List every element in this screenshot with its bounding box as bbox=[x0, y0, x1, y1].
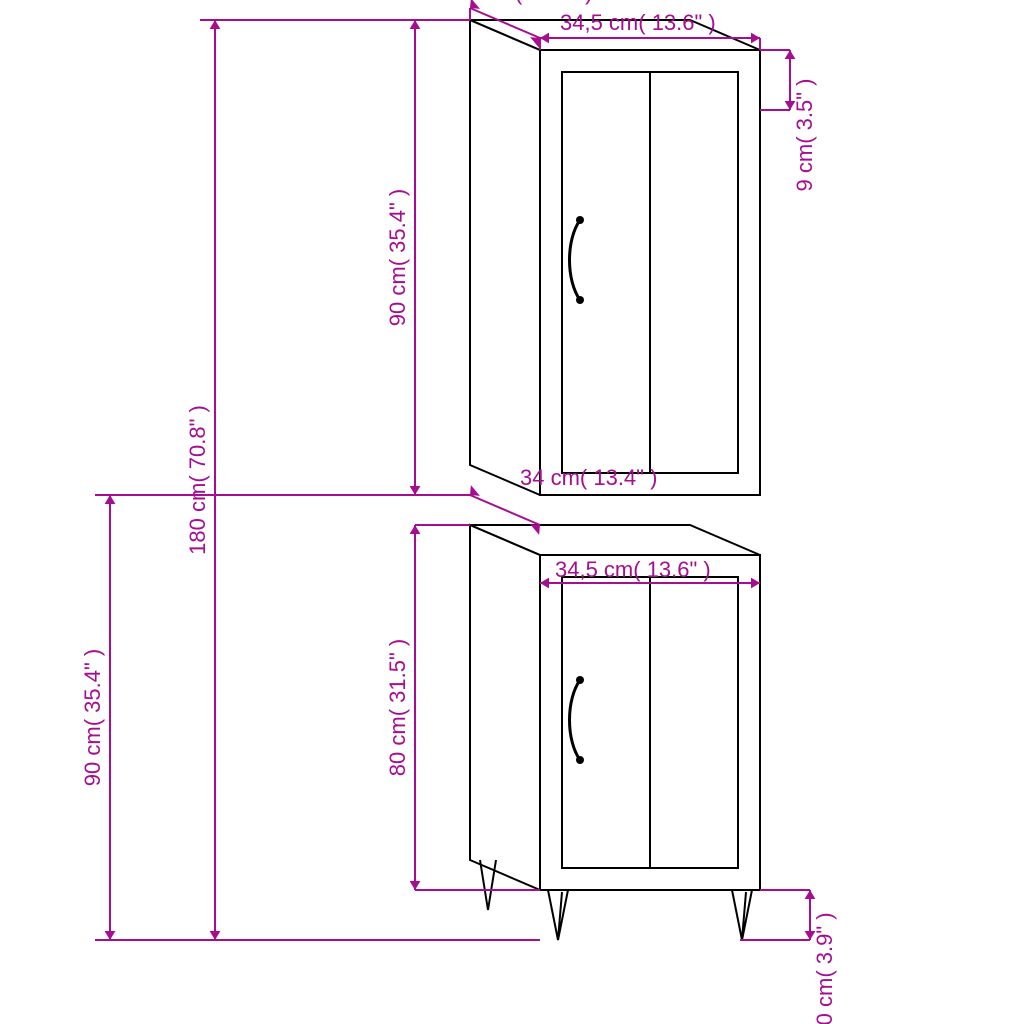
dim-top-rail: 9 cm( 3.5" ) bbox=[792, 79, 817, 192]
dim-top-width: 34,5 cm( 13.6" ) bbox=[560, 10, 716, 35]
dim-mid-depth: 34 cm( 13.4" ) bbox=[520, 465, 657, 490]
dim-leg-height: 10 cm( 3.9" ) bbox=[812, 912, 837, 1024]
dim-total-height: 180 cm( 70.8" ) bbox=[185, 405, 210, 555]
dim-top-depth: 34 cm( 13.4" ) bbox=[455, 0, 592, 5]
dim-mid-width: 34,5 cm( 13.6" ) bbox=[555, 557, 711, 582]
dimensioned-cabinet-drawing: 34 cm( 13.4" ) 34,5 cm( 13.6" ) 9 cm( 3.5"… bbox=[0, 0, 1024, 1024]
dim-lower-total: 90 cm( 35.4" ) bbox=[80, 649, 105, 786]
dim-lower-door: 80 cm( 31.5" ) bbox=[385, 639, 410, 776]
dim-upper-height: 90 cm( 35.4" ) bbox=[385, 189, 410, 326]
